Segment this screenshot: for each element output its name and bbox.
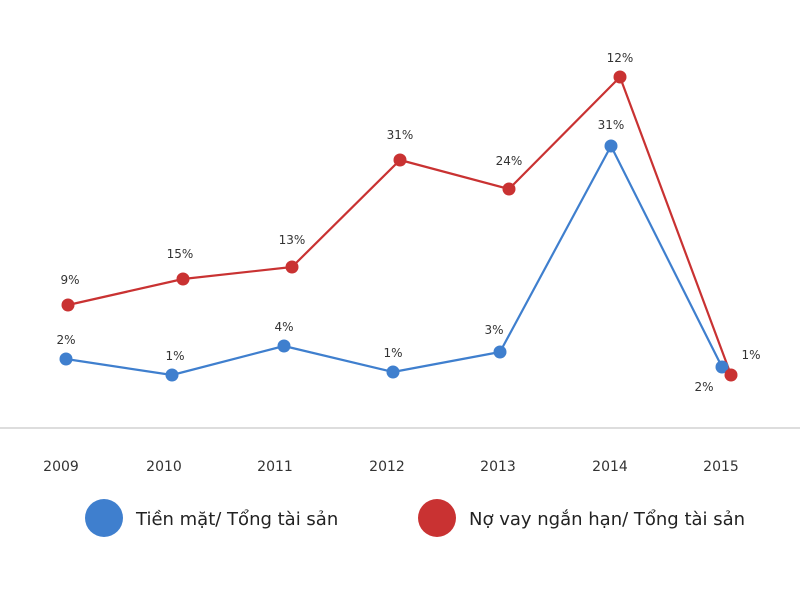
data-label-s1-2013: 24% xyxy=(496,154,523,168)
data-point-s1-2013 xyxy=(502,182,516,196)
data-label-s0-2009: 2% xyxy=(56,333,75,347)
data-label-s0-2013: 3% xyxy=(484,323,503,337)
x-tick-labels: 2009 2010 2011 2012 2013 2014 2015 xyxy=(43,459,739,475)
data-label-s0-2011: 4% xyxy=(274,320,293,334)
legend-marker-short-term-debt xyxy=(418,499,456,537)
x-tick-label-2009: 2009 xyxy=(43,459,79,475)
series-line-0 xyxy=(65,144,723,377)
legend-label-short-term-debt: Nợ vay ngắn hạn/ Tổng tài sản xyxy=(469,509,745,530)
data-label-s1-2011: 13% xyxy=(279,233,306,247)
data-point-s1-2009 xyxy=(61,298,75,312)
data-point-s0-2009 xyxy=(59,352,73,366)
data-point-s0-2013 xyxy=(493,345,507,359)
legend-marker-cash xyxy=(85,499,123,537)
data-point-s0-2014 xyxy=(604,139,618,153)
x-tick-label-2013: 2013 xyxy=(480,459,516,475)
data-label-s1-2009: 9% xyxy=(60,273,79,287)
data-point-s0-2015 xyxy=(715,360,729,374)
series-line-1 xyxy=(67,75,733,376)
x-tick-label-2011: 2011 xyxy=(257,459,293,475)
legend: Tiền mặt/ Tổng tài sản Nợ vay ngắn hạn/ … xyxy=(85,499,745,537)
legend-label-cash: Tiền mặt/ Tổng tài sản xyxy=(135,509,338,530)
x-tick-label-2012: 2012 xyxy=(369,459,405,475)
data-point-s0-2011 xyxy=(277,339,291,353)
data-label-s1-2012: 31% xyxy=(387,128,414,142)
data-label-s1-2010: 15% xyxy=(167,247,194,261)
series-layer: 2% 1% 4% 1% 3% 31% 2% 9% 15% 13% 31% 24% 12% 1% xyxy=(56,51,760,394)
data-label-s0-2015: 2% xyxy=(694,380,713,394)
x-tick-label-2010: 2010 xyxy=(146,459,182,475)
data-point-s1-2011 xyxy=(285,260,299,274)
data-label-s0-2014: 31% xyxy=(598,118,625,132)
data-point-s1-2012 xyxy=(393,153,407,167)
data-point-s1-2015 xyxy=(724,368,738,382)
x-tick-label-2015: 2015 xyxy=(703,459,739,475)
data-label-s0-2012: 1% xyxy=(383,346,402,360)
data-point-s0-2010 xyxy=(165,368,179,382)
data-point-s1-2014 xyxy=(613,70,627,84)
data-label-s1-2015: 1% xyxy=(741,348,760,362)
data-label-s1-2014: 12% xyxy=(607,51,634,65)
data-point-s1-2010 xyxy=(176,272,190,286)
data-point-s0-2012 xyxy=(386,365,400,379)
data-label-s0-2010: 1% xyxy=(165,349,184,363)
x-tick-label-2014: 2014 xyxy=(592,459,628,475)
